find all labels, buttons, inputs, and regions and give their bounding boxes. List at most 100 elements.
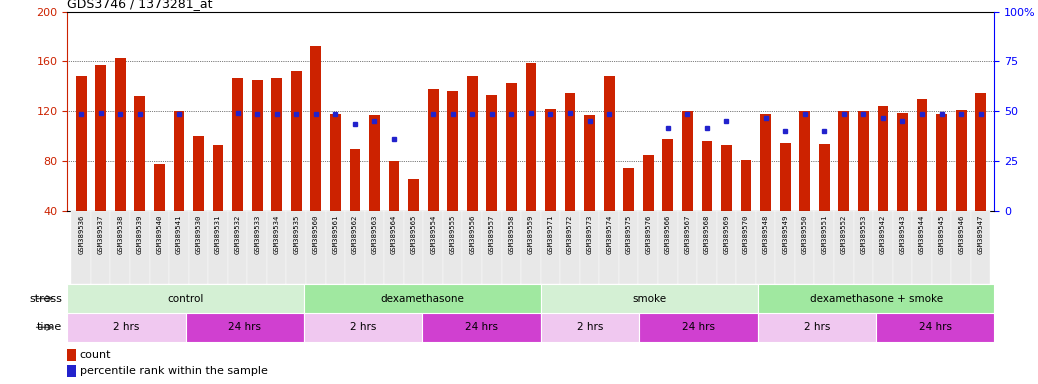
Bar [154,164,165,211]
Bar [173,111,185,211]
Text: GSM389562: GSM389562 [352,215,358,254]
Bar [67,313,186,342]
Text: percentile rank within the sample: percentile rank within the sample [80,366,268,376]
Bar [424,211,443,284]
Text: GSM389534: GSM389534 [274,215,279,254]
Text: 2 hrs: 2 hrs [113,322,140,333]
Bar [799,111,810,211]
Bar [565,93,575,211]
Text: GSM389568: GSM389568 [704,215,710,254]
Text: GSM389550: GSM389550 [801,215,808,254]
Bar [912,211,932,284]
Bar [756,211,775,284]
Bar [408,179,419,211]
Bar [741,160,752,211]
Text: GSM389552: GSM389552 [841,215,847,254]
Text: 24 hrs: 24 hrs [919,322,952,333]
Text: GSM389543: GSM389543 [900,215,905,254]
Text: dexamethasone: dexamethasone [381,293,464,304]
Text: GSM389546: GSM389546 [958,215,964,254]
Bar [487,95,497,211]
Text: GSM389538: GSM389538 [117,215,124,254]
Bar [76,76,86,211]
Bar [443,211,463,284]
Bar [678,211,698,284]
Bar [721,145,732,211]
Bar [291,71,302,211]
Bar [467,76,477,211]
Text: GSM389555: GSM389555 [449,215,456,254]
Bar [115,58,126,211]
Text: 2 hrs: 2 hrs [577,322,603,333]
Text: GSM389566: GSM389566 [664,215,671,254]
Bar [247,211,267,284]
Bar [682,111,692,211]
Bar [561,211,580,284]
Bar [326,211,346,284]
Bar [952,211,971,284]
Bar [130,211,149,284]
Text: GSM389561: GSM389561 [332,215,338,254]
Bar [936,114,947,211]
Text: stress: stress [29,293,62,304]
Text: time: time [37,322,62,333]
Text: GSM389549: GSM389549 [783,215,788,254]
Text: GSM389533: GSM389533 [254,215,261,254]
Bar [306,211,326,284]
Bar [304,313,422,342]
Text: GSM389571: GSM389571 [547,215,553,254]
Bar [877,106,889,211]
Bar [346,211,364,284]
Bar [758,284,994,313]
Text: GSM389576: GSM389576 [646,215,651,254]
Bar [604,76,614,211]
Bar [370,115,380,211]
Bar [584,115,595,211]
Bar [169,211,189,284]
Text: GSM389536: GSM389536 [78,215,84,254]
Text: GSM389539: GSM389539 [137,215,143,254]
Bar [428,89,438,211]
Bar [541,284,758,313]
Text: GSM389551: GSM389551 [821,215,827,254]
Text: GSM389545: GSM389545 [938,215,945,254]
Bar [501,211,521,284]
Bar [67,284,304,313]
Text: GSM389560: GSM389560 [312,215,319,254]
Bar [976,93,986,211]
Text: count: count [80,350,111,360]
Bar [330,114,340,211]
Bar [189,211,209,284]
Bar [388,161,400,211]
Text: 24 hrs: 24 hrs [465,322,498,333]
Bar [149,211,169,284]
Bar [971,211,990,284]
Bar [638,211,658,284]
Text: GSM389574: GSM389574 [606,215,612,254]
Bar [624,167,634,211]
Text: GSM389532: GSM389532 [235,215,241,254]
Bar [795,211,815,284]
Text: GSM389573: GSM389573 [586,215,593,254]
Bar [521,211,541,284]
Text: GSM389557: GSM389557 [489,215,495,254]
Bar [233,78,243,211]
Bar [658,211,678,284]
Text: GSM389540: GSM389540 [157,215,162,254]
Text: GSM389565: GSM389565 [411,215,416,254]
Bar [463,211,482,284]
Bar [213,145,223,211]
Bar [193,136,203,211]
Bar [760,114,771,211]
Bar [227,211,247,284]
Bar [482,211,501,284]
Bar [893,211,912,284]
Text: GSM389537: GSM389537 [98,215,104,254]
Bar [819,144,829,211]
Bar [541,211,561,284]
Bar [662,139,674,211]
Bar [95,65,106,211]
Bar [364,211,384,284]
Text: GSM389569: GSM389569 [723,215,730,254]
Text: GSM389544: GSM389544 [919,215,925,254]
